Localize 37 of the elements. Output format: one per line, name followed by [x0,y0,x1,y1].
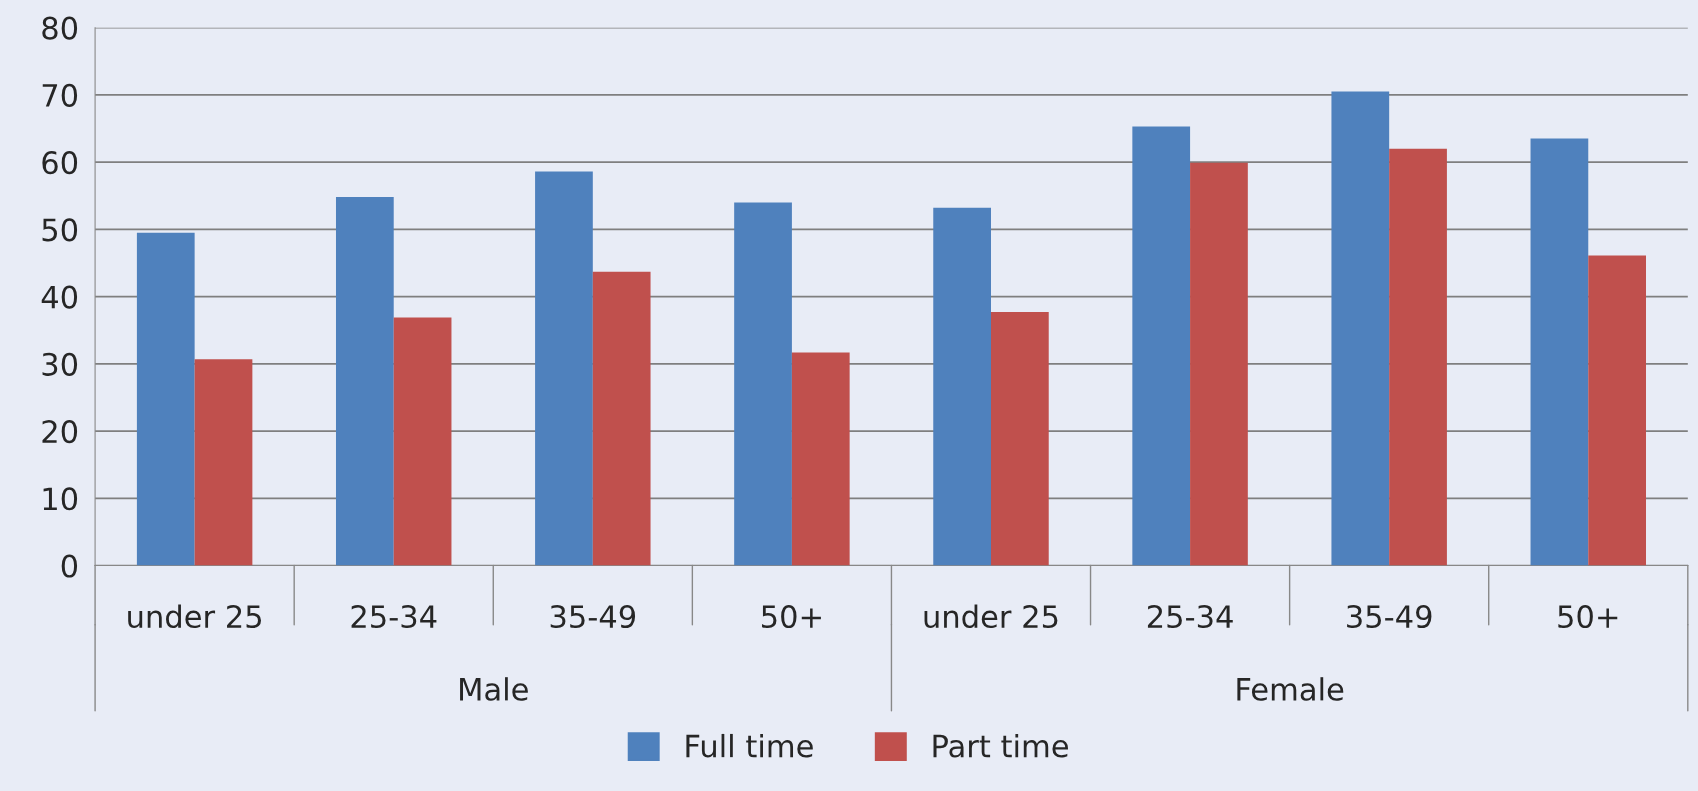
y-tick-label: 30 [42,352,78,376]
bar [791,352,850,566]
bar [734,202,792,566]
bar [592,271,651,566]
y-tick-label: 70 [42,83,78,107]
legend-label: Part time [933,733,1068,758]
y-tick-label: 0 [61,554,78,578]
y-tick-label: 20 [42,420,78,444]
bar [136,232,195,566]
bar [933,207,991,566]
x-tick-label: 25-34 [1147,604,1233,629]
bar [1190,162,1248,566]
y-tick-label: 80 [42,16,78,40]
x-tick-label: 50+ [1558,604,1618,629]
y-tick-label: 50 [42,218,78,242]
x-tick-label: under 25 [128,604,262,629]
text: Female [1237,677,1344,701]
y-tick-label: 60 [42,151,78,175]
bar [1530,138,1589,566]
bar [1132,126,1191,566]
y-tick-label: 40 [41,285,78,309]
bar [335,197,394,566]
legend-label: Full time [686,733,813,758]
x-tick-label: 35-49 [550,604,636,629]
x-tick-label: 35-49 [1347,604,1432,629]
text: Male [460,677,528,701]
bar [991,312,1049,566]
bar [535,171,593,566]
bar [1331,91,1390,566]
x-tick-label: 50+ [762,604,821,629]
y-tick-label: 10 [43,487,78,511]
bar [1389,148,1447,566]
x-tick-label: 25-34 [351,604,437,629]
x-tick-label: under 25 [924,604,1058,629]
bar [194,359,253,566]
bar [393,317,452,566]
bar [1588,255,1646,566]
